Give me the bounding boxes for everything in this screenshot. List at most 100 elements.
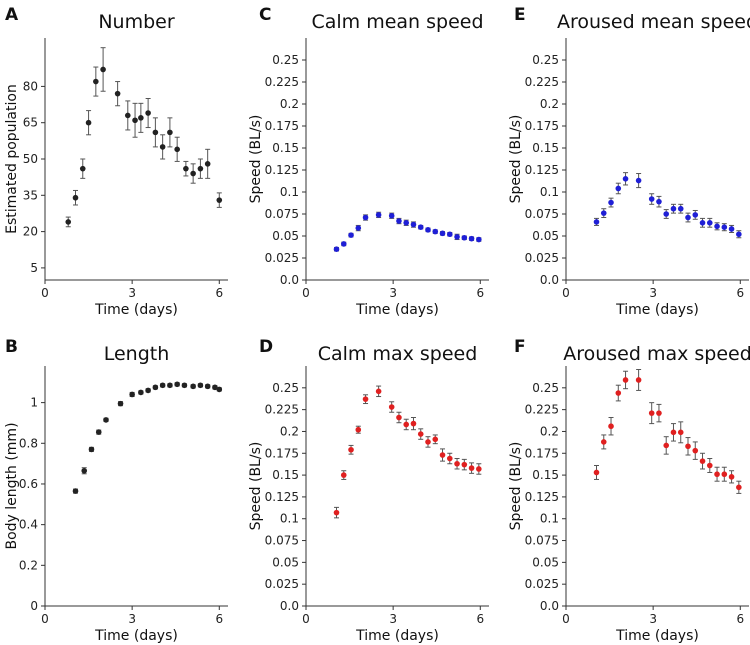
data-marker [721, 471, 728, 478]
y-tick-label: 5 [30, 261, 38, 275]
data-point [714, 466, 720, 482]
data-marker [706, 220, 713, 226]
panel-label: C [259, 5, 271, 25]
data-marker [425, 439, 431, 445]
data-point [728, 470, 735, 484]
y-tick-label: 0.125 [265, 163, 299, 177]
y-tick-label: 0.025 [525, 577, 559, 591]
data-marker [608, 423, 614, 430]
data-point [212, 384, 218, 391]
data-marker [635, 177, 642, 184]
data-marker [410, 420, 417, 427]
y-tick-label: 0.15 [272, 141, 299, 155]
y-tick-label: 0.25 [272, 53, 299, 67]
y-tick-label: 0.025 [265, 577, 299, 591]
data-marker [670, 429, 677, 436]
data-point [129, 391, 135, 398]
data-point [167, 117, 173, 148]
y-tick-label: 0.2 [19, 558, 38, 572]
data-marker [685, 443, 691, 450]
data-marker [159, 144, 166, 150]
data-marker [439, 230, 446, 237]
data-marker [129, 391, 135, 398]
panel-label: F [514, 337, 526, 357]
y-tick-label: 0.25 [532, 53, 559, 67]
data-point [132, 102, 138, 138]
data-point [410, 221, 417, 228]
data-marker [736, 484, 742, 491]
data-marker [375, 212, 382, 218]
data-point [204, 148, 211, 179]
data-marker [692, 447, 699, 454]
data-marker [699, 220, 706, 226]
data-marker [216, 386, 223, 393]
data-marker [461, 234, 468, 241]
data-marker [622, 176, 629, 182]
data-point [159, 134, 166, 160]
data-point [461, 234, 468, 241]
y-tick-label: 0.15 [532, 468, 559, 482]
data-point [85, 110, 92, 136]
y-axis-label: Speed (BL/s) [248, 115, 264, 204]
x-tick-label: 0 [562, 612, 570, 626]
y-tick-label: 0.6 [19, 477, 38, 491]
data-point [117, 400, 124, 407]
x-axis-label: Time (days) [94, 302, 178, 318]
data-marker [348, 232, 354, 238]
data-marker [190, 170, 196, 177]
data-point [340, 241, 347, 247]
x-axis-label: Time (days) [355, 302, 439, 318]
data-marker [204, 161, 211, 167]
data-marker [362, 214, 369, 221]
panel-label: A [5, 5, 19, 25]
data-point [663, 436, 670, 455]
data-marker [183, 165, 189, 172]
data-marker [138, 389, 144, 396]
data-marker [181, 382, 188, 389]
data-marker [85, 119, 92, 126]
x-tick-label: 0 [41, 612, 49, 626]
data-marker [152, 384, 159, 391]
data-point [439, 448, 446, 462]
y-tick-label: 0.25 [272, 381, 299, 395]
data-marker [677, 205, 684, 212]
data-point [699, 217, 706, 228]
y-tick-label: 0.175 [525, 119, 559, 133]
data-point [677, 203, 684, 214]
data-point [476, 463, 482, 475]
data-marker [403, 220, 410, 226]
y-tick-label: 0.225 [525, 403, 559, 417]
data-marker [375, 388, 382, 395]
y-tick-label: 0.0 [540, 273, 559, 287]
data-point [396, 217, 402, 225]
data-marker [656, 198, 662, 205]
data-marker [145, 110, 151, 116]
x-tick-label: 0 [562, 286, 570, 300]
data-marker [468, 465, 475, 471]
data-point [468, 235, 475, 242]
x-axis-label: Time (days) [615, 628, 699, 644]
chart-title: Aroused max speed [563, 343, 750, 365]
data-marker [706, 462, 713, 469]
data-point [648, 193, 655, 205]
x-axis-label: Time (days) [94, 628, 178, 644]
y-tick-label: 0.1 [540, 512, 559, 526]
data-marker [132, 117, 138, 124]
data-point [635, 368, 642, 391]
x-tick-label: 6 [736, 286, 744, 300]
y-tick-label: 0.075 [265, 207, 299, 221]
data-marker [174, 146, 180, 153]
y-tick-label: 0.175 [265, 119, 299, 133]
y-tick-label: 0.075 [265, 534, 299, 548]
y-tick-label: 0.0 [540, 599, 559, 613]
data-point [388, 212, 395, 219]
y-tick-label: 65 [23, 116, 38, 130]
data-point [461, 458, 468, 471]
data-point [138, 102, 144, 133]
data-marker [468, 235, 475, 242]
data-point [216, 192, 223, 208]
data-marker [648, 196, 655, 202]
y-tick-label: 0.125 [265, 490, 299, 504]
data-point [362, 214, 369, 221]
